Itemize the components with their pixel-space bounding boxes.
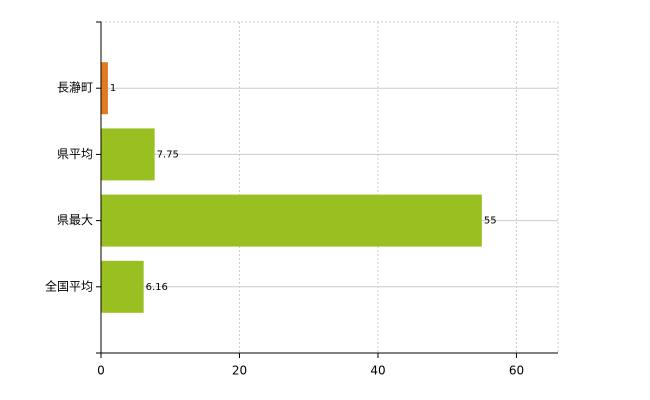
bar bbox=[101, 194, 482, 247]
data-label: 1 bbox=[110, 83, 116, 94]
y-tick-label: 県平均 bbox=[57, 147, 93, 161]
y-tick-label: 県最大 bbox=[57, 213, 93, 227]
bar bbox=[101, 260, 144, 313]
y-tick-label: 長瀞町 bbox=[57, 80, 93, 95]
x-tick-label: 40 bbox=[370, 364, 385, 378]
data-label: 6.16 bbox=[146, 282, 168, 293]
data-label: 55 bbox=[484, 216, 497, 227]
y-tick-label: 全国平均 bbox=[45, 278, 93, 293]
x-tick-label: 0 bbox=[97, 364, 105, 378]
x-tick-label: 20 bbox=[232, 364, 247, 378]
bar bbox=[101, 128, 155, 181]
bar bbox=[101, 62, 108, 115]
data-label: 7.75 bbox=[157, 149, 179, 160]
x-tick-label: 60 bbox=[509, 364, 524, 378]
